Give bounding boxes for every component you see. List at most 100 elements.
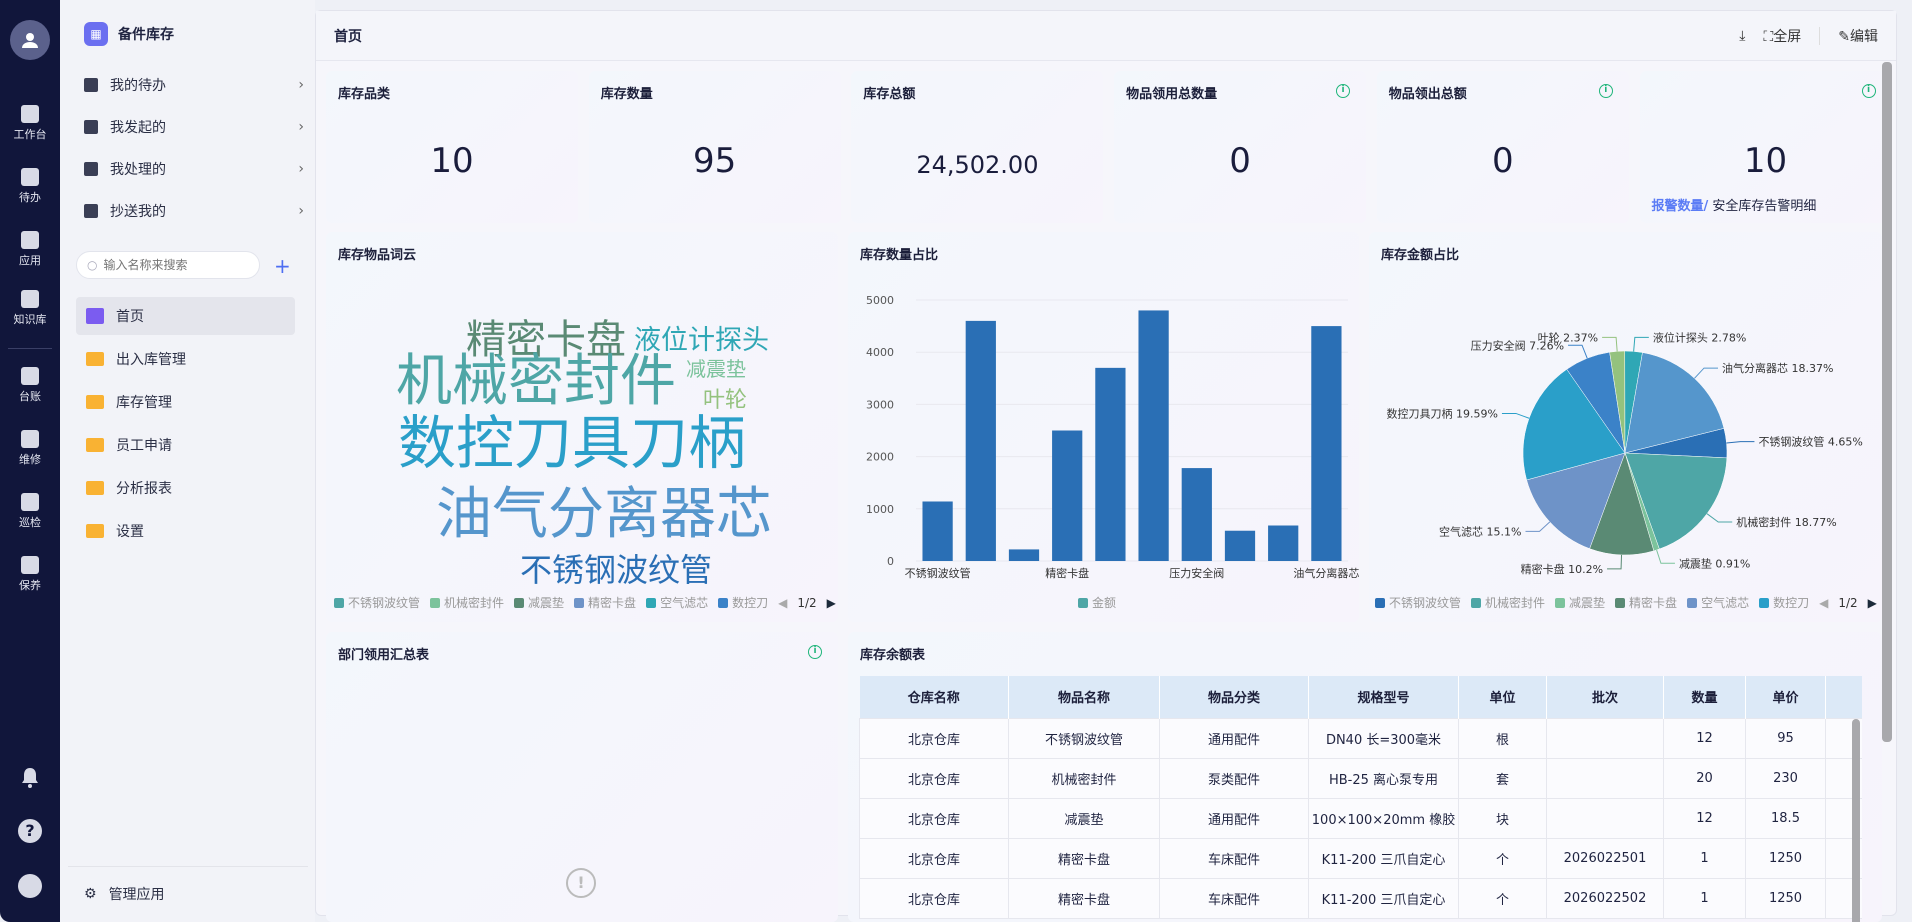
kpi-title: 库存数量	[600, 87, 653, 102]
column-header[interactable]: 单位	[1458, 676, 1547, 718]
legend-label: 金额	[1092, 596, 1117, 610]
x-tick-label: 压力安全阀	[1169, 566, 1224, 580]
rail-item[interactable]: 待办	[0, 168, 60, 205]
rail-item[interactable]: 应用	[0, 231, 60, 268]
table-cell	[1546, 717, 1664, 759]
legend-item[interactable]: 不锈钢波纹管	[1375, 594, 1461, 611]
info-icon[interactable]: i	[1598, 84, 1613, 98]
download-icon[interactable]: ⤓	[1739, 27, 1746, 44]
label-line	[1633, 336, 1649, 352]
legend-item[interactable]: 空气滤芯	[1687, 594, 1749, 611]
quick-nav-item[interactable]: 我发起的 ›	[84, 115, 304, 139]
alert-detail[interactable]: 报警数量/ 安全库存告警明细	[1652, 195, 1817, 214]
rail-item-label: 应用	[19, 254, 41, 267]
rail-item[interactable]: 工作台	[0, 105, 60, 142]
table-row[interactable]: 北京仓库 精密卡盘 车床配件 K11-200 三爪自定心个 2026022501 1 125…	[859, 837, 1862, 879]
table-cell: 20	[1663, 757, 1746, 799]
sidebar-menu-item[interactable]: 设置	[76, 512, 295, 550]
folder-icon	[86, 438, 104, 452]
alert-count-link[interactable]: 报警数量/	[1651, 199, 1709, 214]
add-button[interactable]: +	[274, 254, 291, 278]
wordcloud-word: 油气分离器芯	[436, 482, 772, 547]
legend-item[interactable]: 空气滤芯	[646, 594, 708, 611]
column-header[interactable]: 规格型号	[1308, 676, 1459, 718]
fullscreen-icon: ⛶	[1763, 28, 1774, 45]
app-title: ▦ 备件库存	[84, 22, 174, 46]
kpi-title: 物品领用总数量	[1126, 87, 1218, 102]
legend-swatch	[1471, 598, 1482, 608]
quick-nav-label: 我发起的	[110, 120, 166, 136]
column-header[interactable]: 批次	[1546, 676, 1664, 718]
legend-item[interactable]: 精密卡盘	[1615, 594, 1677, 611]
rail-item-label: 待办	[19, 191, 41, 204]
inspection-icon	[21, 493, 39, 511]
label-line	[1607, 554, 1623, 570]
column-header[interactable]: 仓库名称	[859, 676, 1009, 718]
column-header[interactable]: 物品分类	[1159, 676, 1309, 718]
sidebar-menu-item[interactable]: 库存管理	[76, 383, 295, 421]
rail-item[interactable]: 知识库	[0, 290, 60, 327]
quick-nav-item[interactable]: 我的待办 ›	[84, 73, 304, 97]
table-cell: K11-200 三爪自定心	[1308, 877, 1459, 919]
legend-item[interactable]: 机械密封件	[430, 594, 504, 611]
legend-item[interactable]: 不锈钢波纹管	[334, 594, 420, 611]
legend-item[interactable]: 数控刀	[718, 594, 768, 611]
table-row[interactable]: 北京仓库 精密卡盘 车床配件 K11-200 三爪自定心个 2026022502 1 125…	[859, 877, 1862, 919]
page-scrollbar[interactable]	[1882, 62, 1892, 742]
y-tick-label: 3000	[866, 398, 894, 411]
info-icon[interactable]: i	[1336, 84, 1351, 98]
sidebar-menu-item[interactable]: 出入库管理	[76, 340, 295, 378]
column-header[interactable]: 物品名称	[1008, 676, 1160, 718]
wordcloud-word: 机械密封件	[396, 349, 676, 414]
column-header[interactable]: 单价	[1745, 676, 1826, 718]
sidebar-menu-item[interactable]: 分析报表	[76, 469, 295, 507]
legend-item[interactable]: 数控刀	[1759, 594, 1809, 611]
edit-button[interactable]: ✎编辑	[1838, 26, 1878, 46]
legend-item[interactable]: 机械密封件	[1471, 594, 1545, 611]
column-header[interactable]: 数量	[1663, 676, 1746, 718]
table-scrollbar[interactable]	[1852, 719, 1860, 922]
table-cell: 不锈钢波纹管	[1008, 717, 1160, 759]
table-cell: 个	[1458, 877, 1547, 919]
search-input[interactable]	[103, 258, 244, 272]
help-icon[interactable]: ?	[18, 819, 42, 843]
legend-item[interactable]: 减震垫	[514, 594, 564, 611]
column-header[interactable]: 金额	[1825, 676, 1862, 718]
legend-item[interactable]: 精密卡盘	[574, 594, 636, 611]
rail-item[interactable]: 巡检	[0, 493, 60, 530]
manage-apps-button[interactable]: ⚙ 管理应用	[84, 882, 304, 906]
clipboard-check-icon	[84, 162, 98, 176]
legend-next-icon[interactable]: ▶	[826, 595, 836, 610]
table-cell: 通用配件	[1159, 717, 1309, 759]
sidebar-menu-item[interactable]: 员工申请	[76, 426, 295, 464]
quick-nav-item[interactable]: 我处理的 ›	[84, 157, 304, 181]
bar-legend[interactable]: 金额	[1078, 594, 1116, 611]
settings-gear-icon[interactable]	[18, 874, 42, 898]
info-icon[interactable]: i	[808, 645, 822, 659]
rail-item[interactable]: 维修	[0, 430, 60, 467]
rail-item[interactable]: 台账	[0, 367, 60, 404]
legend-item[interactable]: 减震垫	[1555, 594, 1605, 611]
edit-icon: ✎	[1838, 28, 1850, 45]
search-box[interactable]: ○	[76, 251, 260, 279]
sidebar-menu-item[interactable]: 首页	[76, 297, 295, 335]
quick-nav-item[interactable]: 抄送我的 ›	[84, 199, 304, 223]
bell-icon[interactable]	[20, 766, 40, 788]
fullscreen-button[interactable]: ⛶全屏	[1763, 26, 1801, 46]
avatar[interactable]	[10, 20, 50, 60]
legend-prev-icon[interactable]: ◀	[778, 595, 788, 610]
table-cell: 精密卡盘	[1008, 837, 1160, 879]
bar	[1181, 468, 1212, 561]
info-icon[interactable]: i	[1861, 84, 1876, 98]
legend-next-icon[interactable]: ▶	[1867, 595, 1877, 610]
rail-item[interactable]: 保养	[0, 556, 60, 593]
edit-label: 编辑	[1850, 28, 1878, 45]
chevron-right-icon: ›	[298, 77, 304, 93]
table-cell: 机械密封件	[1008, 757, 1160, 799]
menu-item-label: 设置	[116, 524, 144, 540]
table-cell: 2026022501	[1546, 837, 1664, 879]
legend-prev-icon[interactable]: ◀	[1819, 595, 1829, 610]
